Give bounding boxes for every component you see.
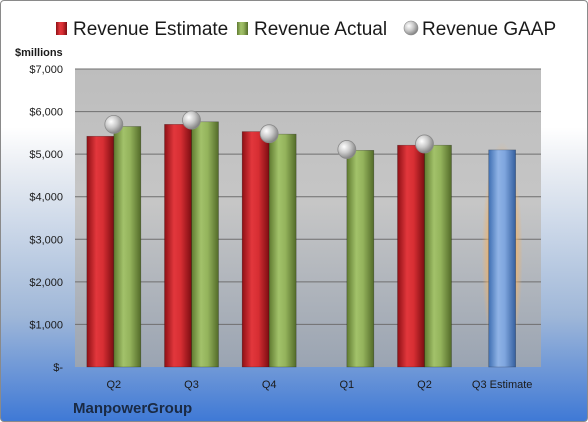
chart-legend: Revenue Estimate Revenue Actual Revenue GA… [56, 19, 556, 40]
legend-label: Revenue GAAP [422, 19, 556, 40]
bar-revenue-estimate [397, 144, 425, 368]
plot-area [75, 69, 541, 367]
y-tick-label: $3,000 [29, 234, 63, 246]
y-axis-ticks: $- $1,000 $2,000 $3,000 $4,000 $5,000 $6,000 $7… [29, 64, 63, 374]
y-tick-label: $- [53, 362, 63, 374]
bar-revenue-actual [191, 121, 219, 368]
y-axis-label: $millions [15, 47, 63, 59]
y-tick-label: $4,000 [29, 192, 63, 204]
x-tick-label: Q4 [262, 379, 277, 391]
bar-revenue-actual [113, 126, 142, 368]
company-name: ManpowerGroup [73, 400, 192, 417]
bar-revenue-actual [268, 133, 297, 368]
y-tick-label: $1,000 [29, 319, 63, 331]
y-tick-label: $5,000 [29, 149, 63, 161]
marker-revenue-gaap [415, 134, 434, 154]
x-tick-label: Q3 Estimate [472, 379, 533, 391]
marker-revenue-gaap [104, 114, 124, 134]
legend-label: Revenue Estimate [73, 19, 228, 40]
gridlines [75, 68, 541, 325]
marker-revenue-gaap [337, 140, 357, 159]
bars [86, 121, 523, 368]
bar-revenue-actual [346, 150, 375, 368]
legend-label: Revenue Actual [254, 19, 387, 40]
y-tick-label: $7,000 [29, 64, 63, 76]
gaap-markers [104, 110, 434, 159]
bar-revenue-estimate [164, 124, 192, 368]
x-tick-label: Q1 [339, 379, 354, 391]
bar-q3-estimate [488, 149, 516, 368]
x-tick-label: Q3 [184, 379, 199, 391]
bar-revenue-actual [424, 144, 452, 368]
marker-revenue-gaap [182, 110, 201, 130]
legend-swatch [237, 22, 248, 35]
y-tick-label: $2,000 [29, 277, 63, 289]
bar-revenue-estimate [241, 131, 270, 368]
x-tick-label: Q2 [106, 379, 121, 391]
legend-swatch [403, 20, 419, 36]
legend-swatch [56, 22, 67, 35]
x-tick-label: Q2 [417, 379, 432, 391]
marker-revenue-gaap [259, 124, 279, 144]
bar-revenue-estimate [86, 135, 115, 368]
y-tick-label: $6,000 [29, 107, 63, 119]
x-axis-ticks: Q2 Q3 Q4 Q1 Q2 Q3 Estimate [106, 379, 532, 391]
